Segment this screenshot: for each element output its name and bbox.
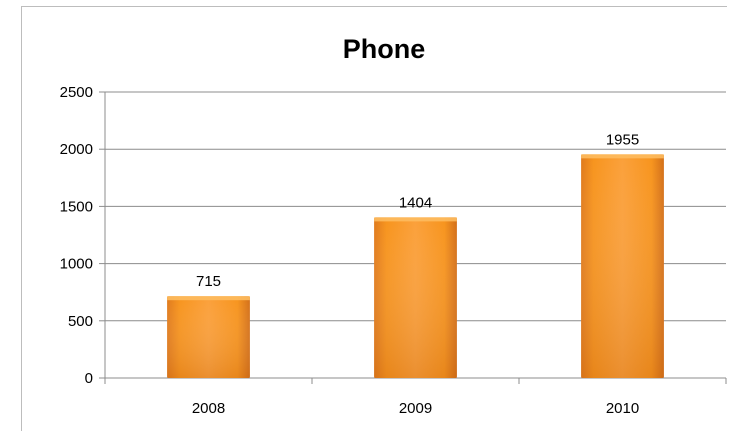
data-label: 1404 xyxy=(399,194,432,211)
y-tick-label: 1500 xyxy=(60,198,93,215)
bar-top-highlight-2009 xyxy=(374,217,457,222)
y-tick-label: 0 xyxy=(85,370,93,387)
x-tick-label: 2009 xyxy=(399,400,432,417)
x-tick-label: 2010 xyxy=(606,400,639,417)
bar-shade-2010 xyxy=(581,154,664,378)
bar-shade-2008 xyxy=(167,296,250,378)
bar-top-highlight-2010 xyxy=(581,154,664,159)
data-label: 1955 xyxy=(606,131,639,148)
bar-shade-2009 xyxy=(374,217,457,378)
y-tick-label: 2500 xyxy=(60,84,93,101)
data-label: 715 xyxy=(196,273,221,290)
x-tick-label: 2008 xyxy=(192,400,225,417)
y-tick-label: 1000 xyxy=(60,256,93,273)
y-tick-label: 500 xyxy=(68,313,93,330)
bars xyxy=(167,154,664,378)
y-tick-label: 2000 xyxy=(60,141,93,158)
chart-title: Phone xyxy=(343,34,426,64)
labels: 0 500 1000 1500 2000 2500 715 2008 1404 2009 1955 2… xyxy=(60,84,640,417)
bar-top-highlight-2008 xyxy=(167,296,250,301)
